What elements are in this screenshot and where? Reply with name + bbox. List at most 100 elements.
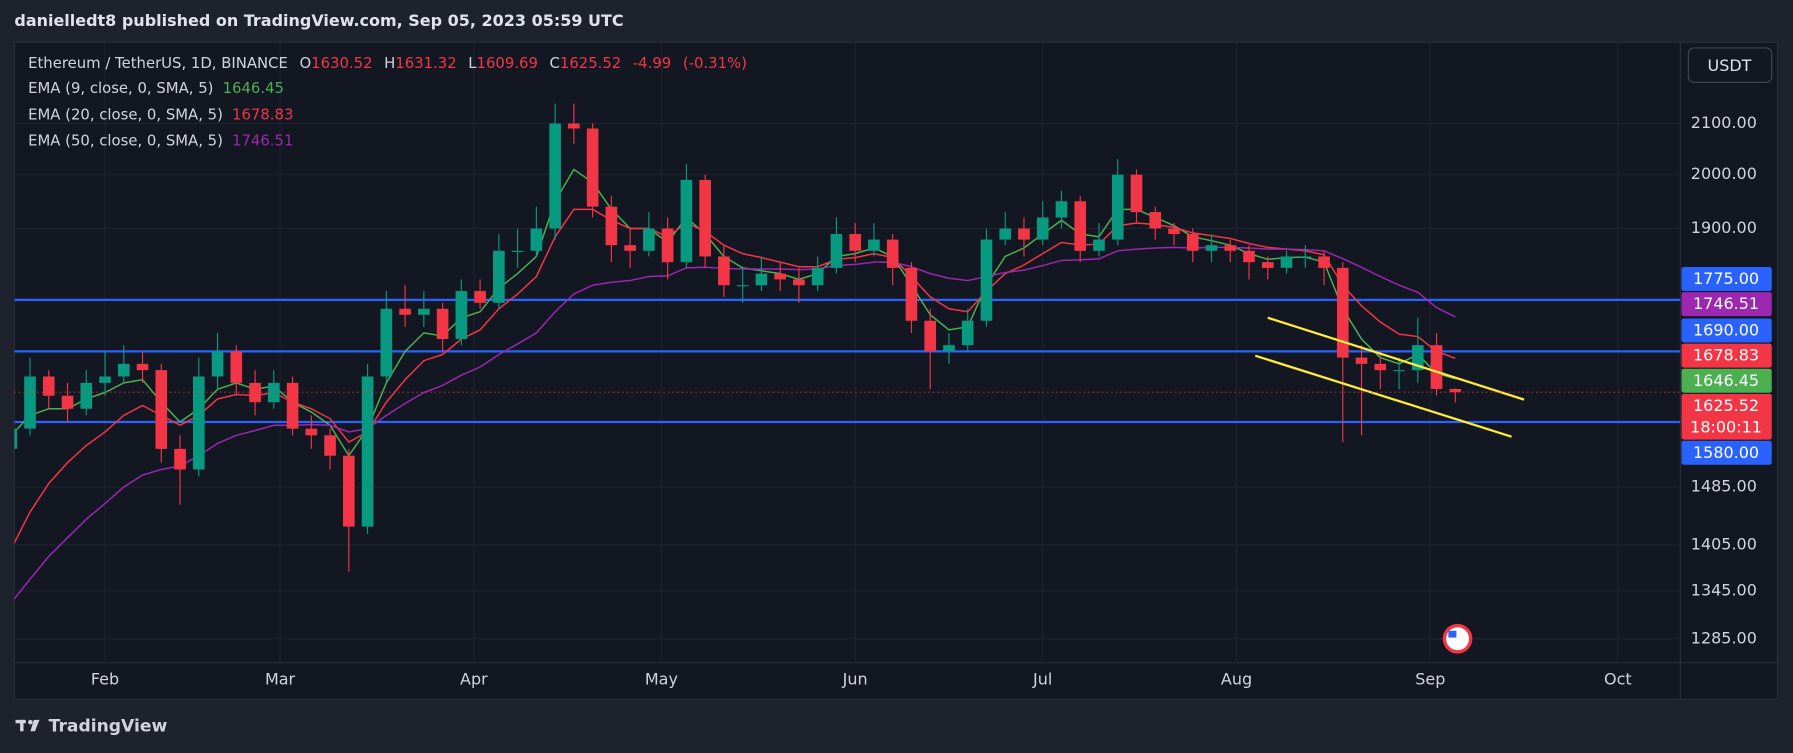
candle-body <box>1168 228 1180 235</box>
candle-body <box>155 370 168 449</box>
y-tick-label: 2000.00 <box>1691 164 1757 183</box>
logo-part <box>28 719 33 725</box>
price-label: 1746.51 <box>1693 294 1759 313</box>
candle-body <box>905 267 918 321</box>
y-tick-label: 1285.00 <box>1691 628 1757 647</box>
candle-body <box>380 308 393 377</box>
symbol-legend: Ethereum / TetherUS, 1D, BINANCE O1630.5… <box>28 54 747 72</box>
y-tick-label: 2100.00 <box>1691 113 1757 132</box>
candle-body <box>436 308 449 340</box>
candle-body <box>1018 228 1030 240</box>
candle-body <box>1036 217 1049 240</box>
currency-button[interactable] <box>1687 47 1773 83</box>
candle-body <box>1355 357 1368 364</box>
candle-body <box>868 239 880 251</box>
flag-canton <box>1448 630 1457 638</box>
low-value: 1609.69 <box>477 54 538 72</box>
candle-body <box>455 291 468 340</box>
candle-body <box>999 228 1012 240</box>
candle-body <box>680 179 693 263</box>
candle-body <box>699 179 711 257</box>
y-tick-label: 1900.00 <box>1691 218 1757 237</box>
candle-body <box>1299 256 1312 258</box>
brand: TradingView <box>49 717 168 737</box>
price-label-box <box>1681 266 1772 291</box>
candle-body <box>80 382 93 409</box>
candle-body <box>924 320 937 352</box>
candle-body <box>661 228 674 263</box>
candle-body <box>624 245 636 251</box>
candle-body <box>1430 345 1443 389</box>
candle-body <box>230 351 243 383</box>
candle-body <box>774 273 786 280</box>
candle-body <box>586 128 599 207</box>
ema-legend-entry: EMA (50, close, 0, SMA, 5) 1746.51 <box>28 132 293 150</box>
candle-body <box>343 455 355 527</box>
candle-body <box>1186 234 1199 251</box>
candle-body <box>736 285 749 287</box>
candle-body <box>1336 267 1349 358</box>
candle-body <box>886 239 899 268</box>
currency[interactable]: USDT <box>1708 56 1752 75</box>
candle-body <box>1280 256 1293 268</box>
price-label-box <box>1681 318 1772 343</box>
x-tick-label: Oct <box>1604 669 1632 688</box>
trendline <box>1267 316 1525 401</box>
price-label: 1580.00 <box>1693 443 1759 462</box>
x-tick-label: Jun <box>842 669 868 688</box>
logo-part <box>30 719 40 732</box>
ema-name: EMA (50, close, 0, SMA, 5) <box>28 132 223 150</box>
candle-body <box>399 308 411 315</box>
logo-part <box>20 719 24 732</box>
candle-body <box>980 239 993 321</box>
x-tick-label: Apr <box>460 669 488 688</box>
candle-body <box>1205 245 1218 251</box>
price-label-box <box>1681 343 1772 368</box>
candle-body <box>961 320 974 346</box>
publisher-line: danielledt8 published on TradingView.com… <box>14 11 623 30</box>
candle-body <box>361 376 374 527</box>
candle-body <box>117 363 130 377</box>
ohlc-letter: O <box>299 54 311 72</box>
y-tick-label: 1485.00 <box>1691 477 1757 496</box>
candle-body <box>830 234 843 268</box>
candle-body <box>530 228 543 251</box>
x-tick-label: May <box>645 669 678 688</box>
ema-name: EMA (9, close, 0, SMA, 5) <box>28 79 213 97</box>
candle-body <box>1055 201 1068 218</box>
candle-body <box>1318 256 1330 268</box>
x-tick-label: Sep <box>1415 669 1445 688</box>
candle-body <box>718 256 730 286</box>
candle-body <box>549 123 561 229</box>
candle-body <box>605 206 618 246</box>
candle-body <box>1093 239 1105 251</box>
change-percent: (-0.31%) <box>683 54 747 72</box>
candle-body <box>324 435 336 456</box>
price-label-box <box>1681 368 1772 393</box>
candle-body <box>1243 250 1255 263</box>
candle-body <box>418 308 430 315</box>
close-value: 1625.52 <box>560 54 621 72</box>
candle-body <box>136 363 149 371</box>
price-label: 1625.52 <box>1693 396 1759 415</box>
plot-area <box>14 103 1681 600</box>
axes: Feb Mar Apr May Jun Jul Aug Sep Oct 1285.00 1345.0… <box>91 113 1772 688</box>
price-label-box <box>1681 292 1772 317</box>
ema-value: 1746.51 <box>232 132 293 150</box>
price-label: 1646.45 <box>1693 371 1759 390</box>
ohlc-letter: C <box>550 54 560 72</box>
candle-body <box>14 428 18 449</box>
ema-value: 1646.45 <box>223 79 284 97</box>
candle-body <box>61 395 74 409</box>
ema-legend-entry: EMA (9, close, 0, SMA, 5) 1646.45 <box>28 79 284 97</box>
candle-body <box>568 123 580 129</box>
candle-body <box>1374 363 1387 371</box>
candle-body <box>643 228 655 251</box>
candle-body <box>211 351 224 377</box>
candle-body <box>793 279 805 286</box>
x-tick-label: Mar <box>265 669 296 688</box>
brand-logo <box>15 719 40 732</box>
